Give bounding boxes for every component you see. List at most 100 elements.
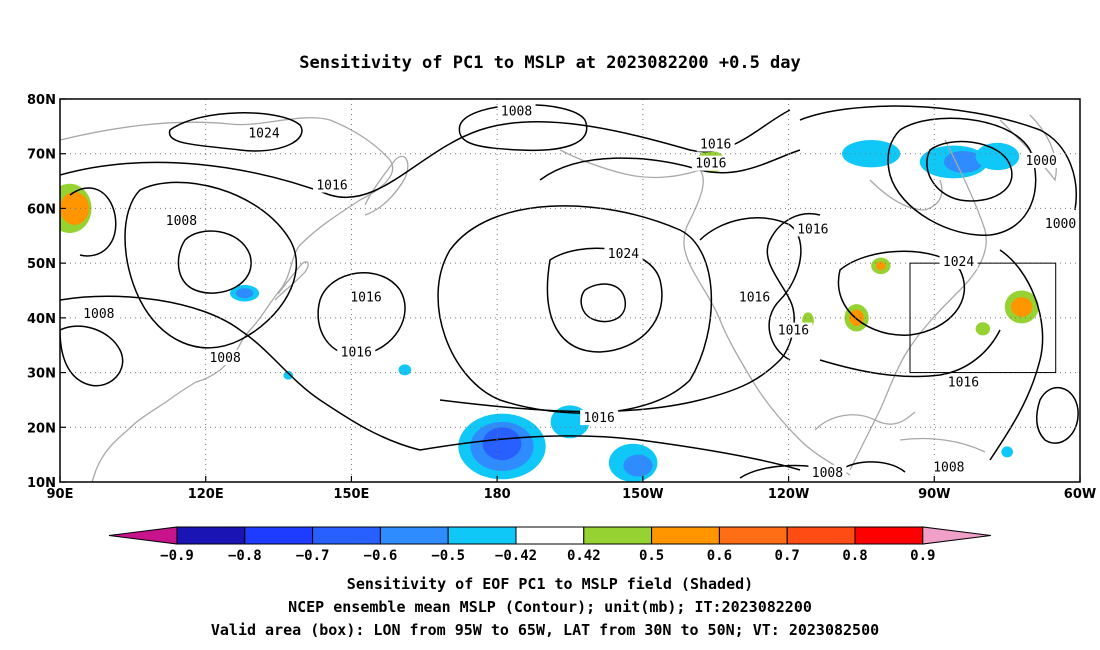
contour-1016-tropical-pacific — [419, 435, 801, 471]
colorbar-box — [379, 526, 449, 545]
contour-label-bg — [206, 349, 245, 365]
colorbar-label: −0.8 — [228, 548, 262, 564]
lon-tick-label: 90E — [47, 487, 74, 502]
contour-label: 1016 — [778, 324, 809, 339]
contour-label: 1008 — [501, 105, 532, 120]
chart-title: Sensitivity of PC1 to MSLP at 2023082200… — [299, 53, 801, 73]
colorbar-box — [854, 526, 924, 545]
lon-tick-label: 150W — [622, 487, 663, 502]
coast-gulf-of-mexico — [814, 411, 916, 431]
coast-greenland — [999, 114, 1057, 182]
colorbar-box — [583, 526, 653, 545]
lon-tick-label: 120W — [768, 487, 809, 502]
contour-1016-arctic — [60, 109, 791, 198]
contour-label-bg — [245, 125, 283, 141]
lon-tick-label: 180 — [484, 487, 511, 502]
coast-caribbean — [899, 437, 986, 453]
sensitivity-patch — [60, 192, 90, 225]
contour-label: 1008 — [166, 214, 197, 229]
contour-label-bg — [1041, 215, 1080, 231]
contour-1008-atlantic — [799, 105, 1077, 211]
sensitivity-patch — [482, 427, 522, 461]
coastlines — [60, 114, 1057, 482]
lat-tick-label: 20N — [27, 421, 56, 436]
contour-label-bg — [774, 322, 813, 338]
contour-1008-siberia-low — [69, 187, 117, 257]
lon-tick-label: 150E — [333, 487, 369, 502]
colorbar-low-triangle — [108, 526, 178, 545]
contour-1016-box-south — [819, 329, 1001, 378]
map-axes: 90E 120E 150E 180 150W 120W 90W 60W 80N 70N 60N 50N… — [27, 93, 1096, 502]
lon-tick-label: 90W — [918, 487, 950, 502]
contour-1016-atlantic-high — [1035, 386, 1079, 444]
lat-tick-label: 10N — [27, 476, 56, 491]
sensitivity-patch — [283, 370, 294, 380]
colorbar-box — [718, 526, 788, 545]
sensitivity-patch — [975, 322, 991, 336]
colorbar-label: 0.9 — [910, 548, 935, 564]
colorbar-label: 0.42 — [567, 548, 601, 564]
caption-line-3: Valid area (box): LON from 95W to 65W, L… — [211, 621, 879, 639]
contour-label: 1016 — [948, 376, 979, 391]
contour-label: 1016 — [739, 291, 770, 306]
colorbar-box — [176, 526, 246, 545]
colorbar-label: −0.9 — [160, 548, 194, 564]
lat-tick-label: 80N — [27, 93, 56, 108]
contour-label: 1008 — [83, 307, 114, 322]
sensitivity-patch — [876, 261, 886, 271]
contour-1016-asia-ring — [124, 181, 297, 349]
contour-1024-pacific-core — [580, 283, 626, 323]
colorbar-box — [651, 526, 720, 545]
contour-label: 1016 — [583, 411, 614, 426]
colorbar-label: 0.8 — [842, 548, 867, 564]
contour-1000-labrador-outer — [887, 117, 1037, 236]
contour-label: 1024 — [943, 255, 974, 270]
colorbar-label: −0.5 — [431, 548, 465, 564]
sensitivity-patch — [623, 454, 653, 477]
contour-1016-north-america — [699, 217, 802, 361]
contour-label-bg — [691, 155, 730, 171]
coast-asia-east — [60, 117, 394, 482]
sensitivity-patch — [398, 364, 412, 376]
contour-label-bg — [313, 177, 351, 193]
contour-label-bg — [79, 306, 118, 322]
map-area: 1008 1024 1016 1016 1000 1016 1008 1000 1016 1024… — [59, 98, 1081, 483]
contour-1016-atlantic — [989, 249, 1044, 461]
contour-label-bg — [735, 289, 774, 305]
contour-label: 1000 — [1025, 154, 1056, 169]
lat-tick-label: 40N — [27, 312, 56, 327]
contour-label: 1016 — [700, 138, 731, 153]
colorbar-box — [447, 526, 517, 545]
lon-tick-label: 120E — [188, 487, 224, 502]
contour-label-bg — [944, 374, 983, 390]
sensitivity-patch — [1011, 297, 1033, 317]
coast-north-america-west — [689, 264, 851, 476]
contour-label-bg — [808, 464, 847, 480]
lat-tick-label: 70N — [27, 148, 56, 163]
contour-label: 1024 — [608, 247, 639, 262]
contour-label-bg — [162, 213, 201, 229]
coast-north-america-east — [849, 139, 987, 471]
contour-label-bg — [580, 410, 619, 426]
coast-japan — [274, 261, 309, 301]
colorbar-label: −0.6 — [364, 548, 398, 564]
contour-label: 1016 — [350, 291, 381, 306]
lat-tick-label: 50N — [27, 257, 56, 272]
lat-tick-label: 60N — [27, 202, 56, 217]
colorbar-box — [312, 526, 381, 545]
lon-tick-label: 60W — [1064, 487, 1096, 502]
contour-label-bg — [604, 245, 643, 261]
colorbar-box — [515, 526, 585, 545]
contour-label-bg — [939, 254, 978, 270]
contour-label: 1024 — [248, 127, 279, 142]
contour-label: 1008 — [812, 466, 843, 481]
contour-1016-west-pacific — [317, 272, 406, 356]
colorbar-box — [786, 526, 856, 545]
colorbar-label: 0.5 — [639, 548, 664, 564]
contour-label-bg — [1022, 152, 1061, 168]
contour-label: 1008 — [209, 351, 240, 366]
contour-label-bg — [337, 344, 376, 360]
contour-label: 1016 — [341, 345, 372, 360]
mslp-contours — [60, 104, 1079, 479]
